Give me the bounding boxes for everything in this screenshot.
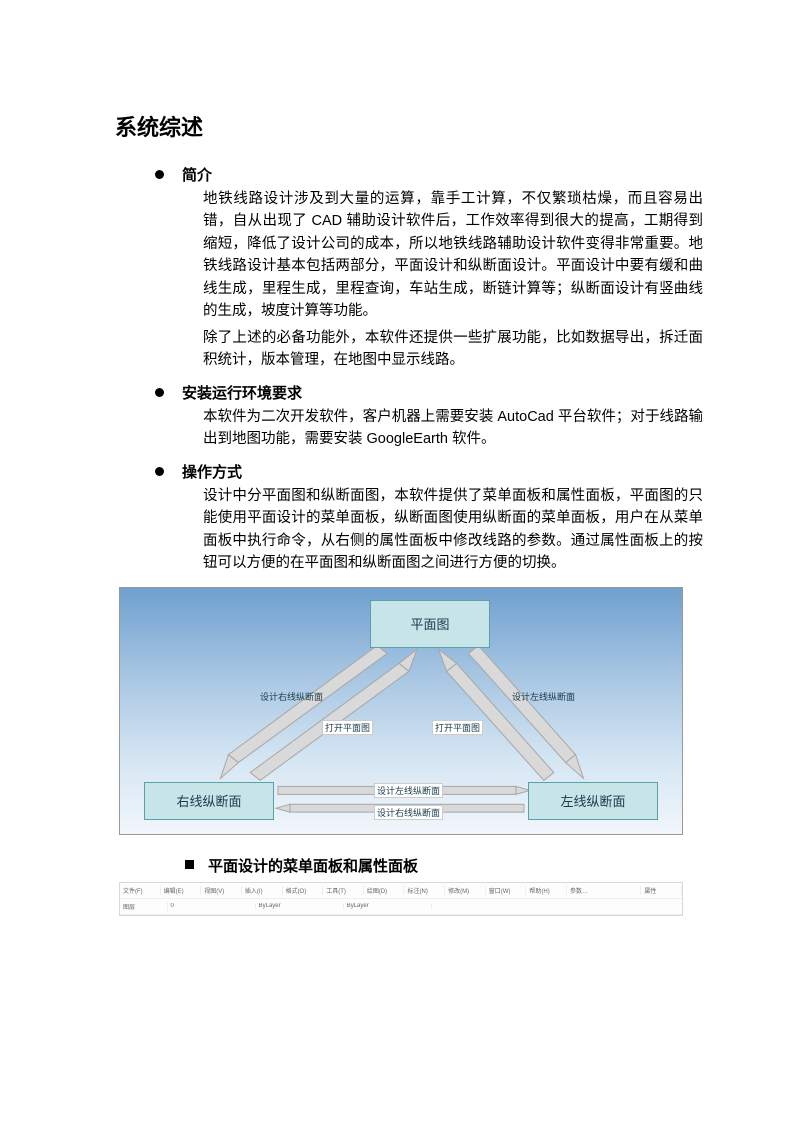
subsection-heading: 平面设计的菜单面板和属性面板 — [208, 855, 418, 876]
panel-cell: 窗口(W) — [486, 886, 527, 895]
section-heading: 安装运行环境要求 — [182, 382, 302, 403]
edge-label: 设计左线纵断面 — [374, 783, 443, 798]
panel-row: 图层 0 ByLayer ByLayer — [120, 899, 682, 915]
menu-panel-screenshot: 文件(F) 编辑(E) 视图(V) 插入(I) 格式(O) 工具(T) 绘图(D… — [119, 882, 683, 916]
section-intro: 简介 地铁线路设计涉及到大量的运算，靠手工计算，不仅繁琐枯燥，而且容易出错，自从… — [115, 164, 703, 372]
bullet-heading-row: 简介 — [155, 164, 703, 185]
panel-cell: 帮助(H) — [526, 886, 567, 895]
panel-row: 文件(F) 编辑(E) 视图(V) 插入(I) 格式(O) 工具(T) 绘图(D… — [120, 883, 682, 899]
edge-label: 设计右线纵断面 — [260, 690, 323, 703]
section-heading: 操作方式 — [182, 461, 242, 482]
edge-label: 打开平面图 — [432, 720, 483, 735]
subsection-row: 平面设计的菜单面板和属性面板 — [185, 855, 703, 876]
panel-cell: 插入(I) — [242, 886, 283, 895]
panel-cell: 属性 — [641, 886, 682, 895]
panel-cell: 文件(F) — [120, 886, 161, 895]
paragraph: 地铁线路设计涉及到大量的运算，靠手工计算，不仅繁琐枯燥，而且容易出错，自从出现了… — [203, 188, 703, 323]
bullet-icon — [155, 170, 164, 179]
panel-cell: 参数… — [567, 886, 641, 895]
panel-cell: 绘图(D) — [364, 886, 405, 895]
diagram-node-top: 平面图 — [370, 600, 490, 648]
panel-cell: 格式(O) — [283, 886, 324, 895]
bullet-icon — [155, 467, 164, 476]
edge-label: 打开平面图 — [322, 720, 373, 735]
panel-cell: 标注(N) — [404, 886, 445, 895]
paragraph: 设计中分平面图和纵断面图，本软件提供了菜单面板和属性面板，平面图的只能使用平面设… — [203, 485, 703, 575]
paragraph: 本软件为二次开发软件，客户机器上需要安装 AutoCad 平台软件；对于线路输出… — [203, 406, 703, 451]
square-bullet-icon — [185, 860, 194, 869]
panel-cell: 修改(M) — [445, 886, 486, 895]
panel-cell: 0 — [168, 903, 256, 909]
bullet-heading-row: 安装运行环境要求 — [155, 382, 703, 403]
flow-diagram: 平面图 右线纵断面 左线纵断面 设计右线纵断面 打开平面图 设计左线纵断面 打开… — [119, 587, 683, 835]
panel-cell: 视图(V) — [201, 886, 242, 895]
section-operation: 操作方式 设计中分平面图和纵断面图，本软件提供了菜单面板和属性面板，平面图的只能… — [115, 461, 703, 575]
bullet-heading-row: 操作方式 — [155, 461, 703, 482]
bullet-icon — [155, 388, 164, 397]
panel-cell: ByLayer — [344, 903, 432, 909]
paragraph: 除了上述的必备功能外，本软件还提供一些扩展功能，比如数据导出，拆迁面积统计，版本… — [203, 327, 703, 372]
document-page: 系统综述 简介 地铁线路设计涉及到大量的运算，靠手工计算，不仅繁琐枯燥，而且容易… — [0, 0, 793, 956]
page-title: 系统综述 — [115, 110, 703, 142]
panel-cell: 图层 — [120, 902, 168, 911]
edge-label: 设计右线纵断面 — [374, 805, 443, 820]
section-install: 安装运行环境要求 本软件为二次开发软件，客户机器上需要安装 AutoCad 平台… — [115, 382, 703, 451]
diagram-node-right: 左线纵断面 — [528, 782, 658, 820]
section-heading: 简介 — [182, 164, 212, 185]
panel-cell: 编辑(E) — [161, 886, 202, 895]
panel-cell: ByLayer — [256, 903, 344, 909]
panel-cell: 工具(T) — [323, 886, 364, 895]
diagram-node-left: 右线纵断面 — [144, 782, 274, 820]
edge-label: 设计左线纵断面 — [512, 690, 575, 703]
